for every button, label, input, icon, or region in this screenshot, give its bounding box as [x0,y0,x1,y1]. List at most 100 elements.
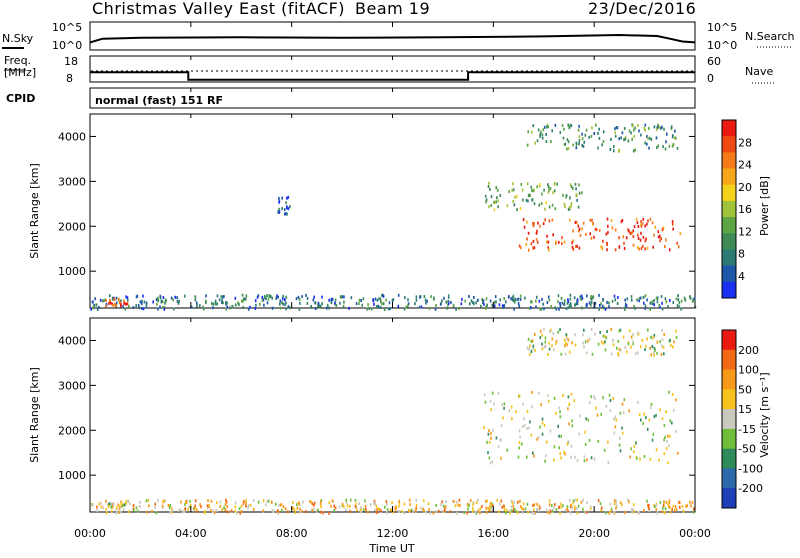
beam-label: Beam 19 [355,0,430,18]
velocity-cell [533,508,535,512]
power-cell [670,127,673,131]
power-cell [588,135,590,139]
velocity-cell [115,506,118,510]
power-cell [256,295,259,299]
power-cell [533,202,536,206]
velocity-colorbar-swatch [722,428,736,450]
power-cell [508,190,510,194]
velocity-cell [502,416,504,420]
power-cell [278,200,280,204]
power-cell [328,298,330,302]
velocity-cell [597,439,600,443]
velocity-cell [656,351,658,355]
power-cell [285,201,287,205]
power-cell [242,297,245,301]
power-cell [120,299,122,303]
x-tick-label: 04:00 [175,527,207,540]
power-cell [512,182,514,186]
power-cell [578,191,581,195]
velocity-cell [216,501,218,505]
velocity-cell [234,501,237,505]
velocity-cell [651,344,654,348]
velocity-cell [360,508,362,512]
velocity-cell [213,511,216,515]
velocity-cell [181,510,184,514]
velocity-cell [539,506,541,510]
power-cell [557,294,560,298]
nsearch-tick-top: 10^5 [707,21,737,34]
velocity-cell [567,395,570,399]
velocity-cell [584,340,587,344]
velocity-cell [391,500,393,504]
power-cell [111,297,114,301]
power-cell [544,207,546,211]
velocity-cell [239,511,241,515]
power-cell [124,307,127,311]
power-cell [519,294,522,298]
power-cell [278,196,280,200]
velocity-cell [547,394,549,397]
power-cell [485,200,487,204]
power-cell [503,304,506,308]
power-cell [496,196,498,200]
velocity-cell [550,328,552,332]
velocity-colorbar-swatch [722,468,736,489]
power-cell [564,205,566,209]
velocity-cell [363,508,365,512]
power-cell [286,196,288,200]
power-cell [671,144,674,148]
velocity-colorbar-tick-label: 200 [738,344,759,357]
power-cell [529,194,531,198]
power-cell [656,300,659,304]
power-cell [493,208,496,212]
power-data-marks [90,123,697,311]
power-cell [658,303,660,307]
power-cell [611,299,614,303]
power-cell [555,241,557,245]
velocity-cell [622,335,625,339]
power-cell [572,143,574,147]
power-cell [172,298,174,302]
velocity-cell [409,502,411,506]
power-cell [266,301,269,305]
power-cell [573,296,576,300]
power-cell [655,128,658,131]
power-cell [605,232,608,236]
velocity-cell [621,431,624,435]
velocity-cell [477,509,480,513]
velocity-cell [487,506,489,510]
velocity-cell [519,505,522,509]
power-cell [539,307,541,311]
power-cell [677,298,680,302]
velocity-cell [673,508,676,512]
power-cell [263,303,265,307]
velocity-colorbar-label: Velocity [m s⁻¹] [758,372,771,457]
power-cell [678,301,681,305]
velocity-cell [504,511,507,515]
velocity-cell [632,508,634,512]
power-cell [569,196,571,200]
velocity-cell [576,511,579,515]
power-cell [538,299,541,303]
velocity-cell [376,508,378,511]
velocity-cell [386,511,388,514]
velocity-cell [313,503,315,507]
velocity-cell [455,500,458,504]
power-cell [547,125,549,129]
power-cell [676,146,679,150]
power-cell [271,296,273,300]
power-colorbar-tick-label: 4 [738,270,745,283]
power-cell [548,205,551,209]
power-cell [597,131,599,135]
power-cell [570,185,573,189]
velocity-cell [501,403,503,407]
power-cell [604,307,607,311]
velocity-cell [206,504,209,508]
power-cell [589,218,591,222]
velocity-cell [548,499,551,503]
velocity-cell [675,329,677,333]
power-cell [541,192,543,196]
velocity-cell [240,510,243,513]
velocity-cell [574,498,576,502]
